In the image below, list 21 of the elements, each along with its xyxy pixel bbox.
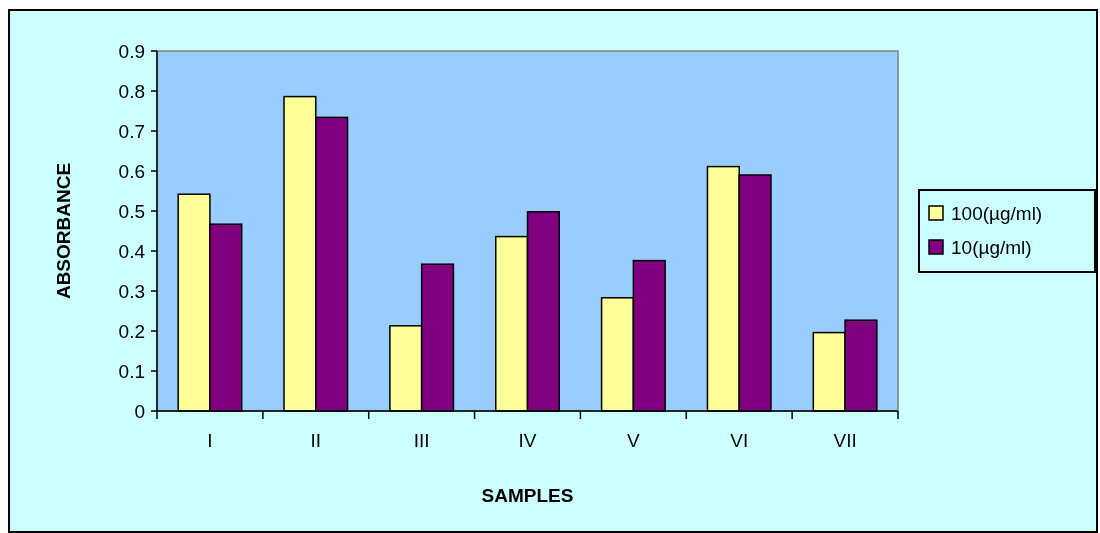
x-tick-label: IV: [518, 430, 537, 451]
y-tick-label: 0.6: [118, 160, 145, 182]
x-tick-label: VI: [730, 430, 749, 451]
x-axis-title: SAMPLES: [481, 485, 574, 506]
y-tick-label: 0: [134, 400, 145, 422]
y-tick-label: 0.7: [118, 120, 145, 142]
y-tick-label: 0.3: [118, 280, 145, 302]
y-tick-label: 0.2: [118, 320, 145, 342]
legend-label: 100(µg/ml): [951, 202, 1043, 224]
x-tick-label: II: [310, 430, 322, 451]
y-tick-label: 0.8: [118, 80, 145, 102]
x-tick-label: VII: [833, 430, 857, 451]
y-tick-label: 0.4: [118, 240, 146, 262]
x-tick-label: I: [207, 430, 213, 451]
y-tick-label: 0.1: [118, 360, 145, 382]
y-axis-title: ABSORBANCE: [53, 162, 74, 300]
y-tick-label: 0.9: [118, 40, 145, 62]
legend-label: 10(µg/ml): [951, 236, 1032, 258]
x-tick-label: V: [627, 430, 641, 451]
y-tick-label: 0.5: [118, 200, 145, 222]
x-tick-label: III: [413, 430, 430, 451]
